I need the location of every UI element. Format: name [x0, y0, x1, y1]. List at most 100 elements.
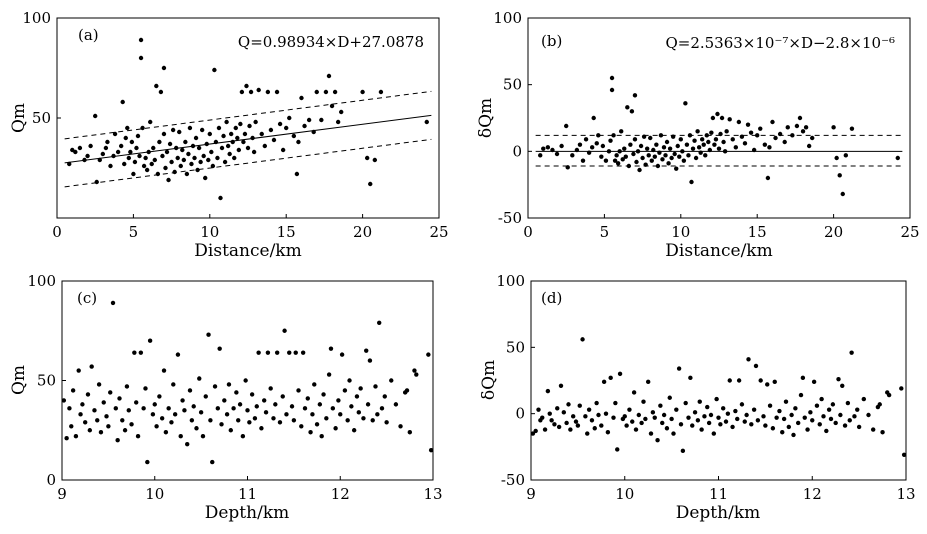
panel-d-data-point: [886, 392, 892, 398]
panel-c-data-point: [273, 402, 278, 407]
panel-c-xtick-label: 12: [331, 485, 350, 503]
panel-c-data-point: [347, 378, 352, 383]
panel-d-data-point: [856, 424, 862, 430]
panel-d-data-point: [608, 375, 613, 381]
panel-b-data-point: [794, 123, 800, 129]
panel-c-data-point: [145, 459, 150, 465]
panel-b-data-point: [586, 150, 592, 155]
panel-b-data-point: [704, 133, 709, 138]
panel-a-data-point: [129, 139, 135, 145]
panel-c-data-point: [287, 350, 292, 355]
panel-a-data-point: [172, 169, 177, 175]
panel-d-data-point: [661, 412, 667, 418]
panel-d-data-point: [631, 390, 637, 395]
panel-d-data-point: [791, 432, 796, 438]
panel-a-data-point: [118, 143, 124, 149]
panel-c-data-point: [300, 350, 306, 355]
panel-d-data-point: [627, 407, 632, 412]
panel-b-data-point: [574, 147, 580, 153]
panel-a-data-point: [193, 135, 199, 141]
panel-b-data-point: [654, 142, 659, 147]
panel-d-data-point: [880, 430, 885, 435]
panel-c-data-point: [159, 416, 165, 421]
panel-d-data-point: [583, 414, 588, 419]
panel-a-data-point: [277, 121, 283, 127]
panel-c-data-point: [379, 406, 385, 411]
panel-d-data-point: [705, 404, 710, 410]
panel-c-data-point: [120, 418, 125, 423]
panel-d-xlabel: Depth/km: [676, 503, 761, 523]
panel-b-data-point: [649, 158, 654, 163]
panel-c-data-point: [171, 382, 176, 387]
panel-d-data-point: [826, 407, 832, 412]
panel-c-data-point: [361, 416, 366, 421]
panel-b-data-point: [797, 115, 803, 121]
panel-a-data-point: [299, 95, 304, 101]
panel-b-data-point: [678, 137, 683, 142]
panel-c-data-point: [367, 358, 373, 363]
panel-a-data-point: [294, 171, 300, 177]
panel-a-data-point: [138, 55, 144, 61]
panel-d-data-point: [798, 392, 804, 398]
panel-c-data-point: [256, 350, 261, 355]
panel-b-data-point: [683, 101, 688, 106]
panel-c-data-point: [314, 422, 320, 427]
panel-d-data-point: [805, 427, 810, 432]
panel-d-data-point: [599, 423, 604, 428]
panel-d-data-point: [542, 427, 548, 432]
panel-b-data-point: [564, 123, 569, 129]
panel-c-data-point: [338, 412, 343, 417]
panel-a-data-point: [154, 83, 159, 89]
panel-a-data-point: [82, 157, 87, 163]
panel-a-data-point: [67, 161, 72, 167]
panel-c-data-point: [180, 398, 185, 403]
panel-a-data-point: [335, 119, 341, 125]
panel-a-data-point: [160, 153, 165, 159]
panel-c-data-point: [393, 402, 399, 407]
panel-d-data-point: [727, 378, 732, 383]
panel-b-data-point: [638, 143, 644, 149]
panel-b-data-point: [554, 151, 560, 157]
panel-b-data-point: [622, 146, 627, 151]
panel-d-data-point: [555, 406, 560, 411]
panel-a-data-point: [157, 139, 162, 145]
panel-a-data-point: [248, 89, 254, 95]
panel-b-data-point: [790, 133, 795, 138]
panel-b-data-point: [672, 151, 677, 157]
panel-d-data-point: [783, 399, 789, 404]
panel-a-data-point: [204, 141, 209, 147]
panel-d-data-point: [540, 415, 545, 420]
panel-c-data-point: [108, 390, 113, 395]
panel-d-xtick-label: 9: [526, 485, 536, 503]
panel-d-data-point: [749, 422, 754, 427]
panel-a-data-point: [111, 153, 116, 159]
panel-b-data-point: [550, 147, 555, 153]
panel-c-data-point: [317, 402, 323, 407]
panel-a-data-point: [221, 133, 226, 139]
panel-c-data-point: [152, 402, 157, 407]
panel-b-data-point: [661, 145, 667, 150]
panel-c-data-point: [302, 406, 308, 411]
panel-a-data-point: [112, 131, 118, 137]
panel-d-data-point: [744, 412, 749, 418]
panel-b-xtick-label: 15: [748, 223, 767, 241]
panel-d-data-point: [852, 414, 857, 419]
panel-c-data-point: [342, 388, 348, 393]
panel-d-data-point: [765, 382, 770, 387]
panel-d-data-point: [830, 402, 836, 407]
panel-a-data-point: [271, 137, 277, 143]
panel-c-data-point: [82, 420, 88, 425]
panel-c-data-point: [321, 392, 326, 397]
panel-a-data-point: [372, 157, 378, 163]
panel-d-data-point: [577, 403, 582, 408]
panel-b-data-point: [692, 138, 697, 143]
panel-b-data-point: [724, 129, 729, 134]
panel-d-data-point: [770, 426, 776, 431]
panel-c-data-point: [265, 350, 271, 355]
panel-b-ylabel: δQm: [476, 98, 496, 138]
panel-b-data-point: [667, 146, 673, 151]
panel-a-data-point: [158, 89, 164, 95]
panel-b-data-point: [612, 158, 618, 163]
panel-c-data-point: [252, 416, 258, 421]
